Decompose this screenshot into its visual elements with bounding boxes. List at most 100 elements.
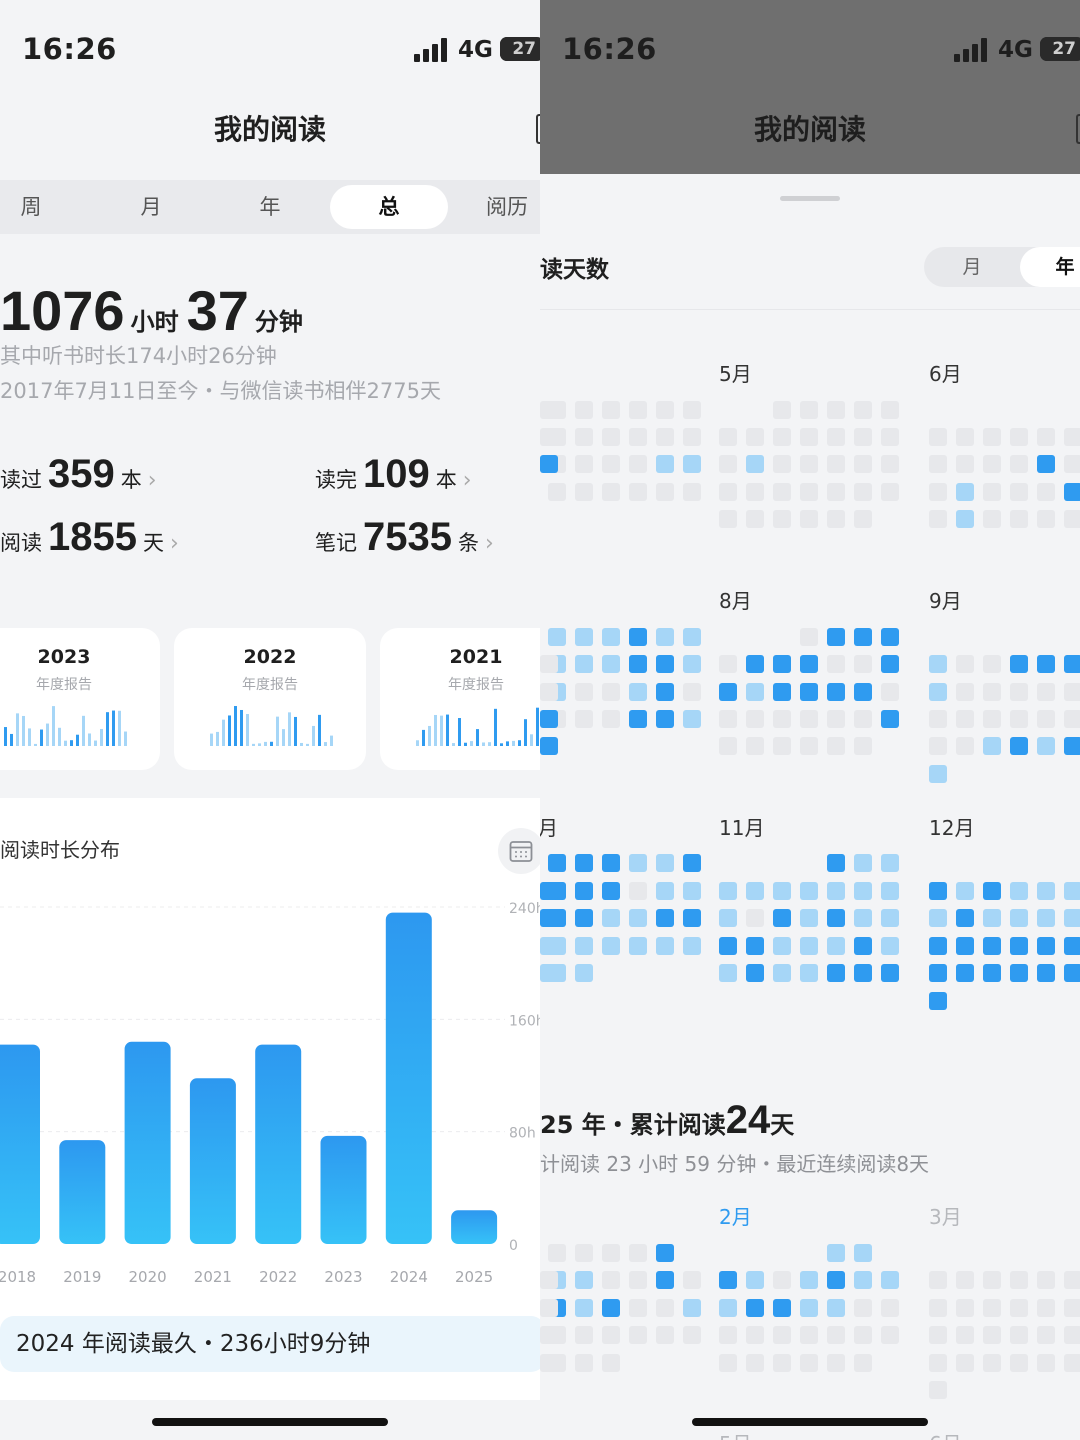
day-cell[interactable] [800, 964, 818, 982]
day-cell[interactable] [575, 483, 593, 501]
day-cell[interactable] [827, 1244, 845, 1262]
day-cell[interactable] [881, 854, 899, 872]
day-cell[interactable] [1010, 1299, 1028, 1317]
day-cell[interactable] [854, 428, 872, 446]
day-cell[interactable] [602, 1299, 620, 1317]
day-cell[interactable] [719, 710, 737, 728]
day-cell[interactable] [983, 455, 1001, 473]
bar-2022[interactable] [255, 1044, 302, 1244]
day-cell[interactable] [854, 510, 872, 528]
day-cell[interactable] [800, 882, 818, 900]
day-cell[interactable] [540, 1271, 558, 1289]
day-cell[interactable] [956, 909, 974, 927]
day-cell[interactable] [854, 1271, 872, 1289]
day-cell[interactable] [881, 1271, 899, 1289]
day-cell[interactable] [881, 710, 899, 728]
day-cell[interactable] [956, 937, 974, 955]
stat-books-finished[interactable]: 读完 109 本 › [315, 452, 472, 497]
tab-year[interactable]: 年 [259, 195, 281, 219]
day-cell[interactable] [719, 483, 737, 501]
day-cell[interactable] [540, 1354, 558, 1372]
day-cell[interactable] [575, 964, 593, 982]
stat-notes[interactable]: 笔记 7535 条 › [315, 515, 494, 560]
day-cell[interactable] [956, 710, 974, 728]
day-cell[interactable] [540, 428, 558, 446]
day-cell[interactable] [540, 401, 558, 419]
day-cell[interactable] [854, 628, 872, 646]
day-cell[interactable] [683, 937, 701, 955]
day-cell[interactable] [746, 455, 764, 473]
day-cell[interactable] [656, 937, 674, 955]
day-cell[interactable] [881, 1326, 899, 1344]
day-cell[interactable] [881, 655, 899, 673]
day-cell[interactable] [929, 1299, 947, 1317]
day-cell[interactable] [1010, 1271, 1028, 1289]
day-cell[interactable] [746, 683, 764, 701]
day-cell[interactable] [548, 628, 566, 646]
day-cell[interactable] [719, 1299, 737, 1317]
day-cell[interactable] [773, 683, 791, 701]
day-cell[interactable] [929, 510, 947, 528]
day-cell[interactable] [1037, 1354, 1055, 1372]
day-cell[interactable] [629, 882, 647, 900]
day-cell[interactable] [1010, 937, 1028, 955]
day-cell[interactable] [827, 428, 845, 446]
day-cell[interactable] [956, 510, 974, 528]
day-cell[interactable] [929, 455, 947, 473]
day-cell[interactable] [983, 428, 1001, 446]
day-cell[interactable] [929, 1381, 947, 1399]
day-cell[interactable] [800, 909, 818, 927]
day-cell[interactable] [881, 1299, 899, 1317]
day-cell[interactable] [575, 909, 593, 927]
day-cell[interactable] [719, 683, 737, 701]
day-cell[interactable] [881, 882, 899, 900]
day-cell[interactable] [929, 765, 947, 783]
day-cell[interactable] [800, 683, 818, 701]
day-cell[interactable] [983, 737, 1001, 755]
day-cell[interactable] [800, 628, 818, 646]
day-cell[interactable] [540, 683, 558, 701]
day-cell[interactable] [540, 710, 558, 728]
day-cell[interactable] [683, 455, 701, 473]
day-cell[interactable] [854, 483, 872, 501]
day-cell[interactable] [1064, 428, 1080, 446]
day-cell[interactable] [929, 655, 947, 673]
day-cell[interactable] [827, 854, 845, 872]
day-cell[interactable] [800, 737, 818, 755]
day-cell[interactable] [656, 710, 674, 728]
day-cell[interactable] [656, 854, 674, 872]
day-cell[interactable] [854, 937, 872, 955]
day-cell[interactable] [602, 455, 620, 473]
day-cell[interactable] [683, 1271, 701, 1289]
day-cell[interactable] [540, 655, 558, 673]
bar-2024[interactable] [385, 912, 432, 1244]
day-cell[interactable] [629, 1326, 647, 1344]
day-cell[interactable] [827, 628, 845, 646]
day-cell[interactable] [602, 937, 620, 955]
day-cell[interactable] [719, 882, 737, 900]
day-cell[interactable] [956, 655, 974, 673]
day-cell[interactable] [881, 628, 899, 646]
day-cell[interactable] [1010, 737, 1028, 755]
day-cell[interactable] [575, 710, 593, 728]
day-cell[interactable] [827, 882, 845, 900]
day-cell[interactable] [1037, 428, 1055, 446]
tab-week[interactable]: 周 [20, 195, 42, 219]
day-cell[interactable] [719, 937, 737, 955]
day-cell[interactable] [854, 655, 872, 673]
day-cell[interactable] [656, 1326, 674, 1344]
day-cell[interactable] [827, 683, 845, 701]
day-cell[interactable] [602, 428, 620, 446]
day-cell[interactable] [719, 428, 737, 446]
day-cell[interactable] [683, 882, 701, 900]
day-cell[interactable] [929, 937, 947, 955]
day-cell[interactable] [656, 428, 674, 446]
day-cell[interactable] [540, 937, 558, 955]
day-cell[interactable] [602, 909, 620, 927]
share-icon[interactable] [1076, 114, 1080, 144]
day-cell[interactable] [929, 1271, 947, 1289]
day-cell[interactable] [800, 1271, 818, 1289]
day-cell[interactable] [602, 710, 620, 728]
day-cell[interactable] [881, 428, 899, 446]
day-cell[interactable] [719, 737, 737, 755]
